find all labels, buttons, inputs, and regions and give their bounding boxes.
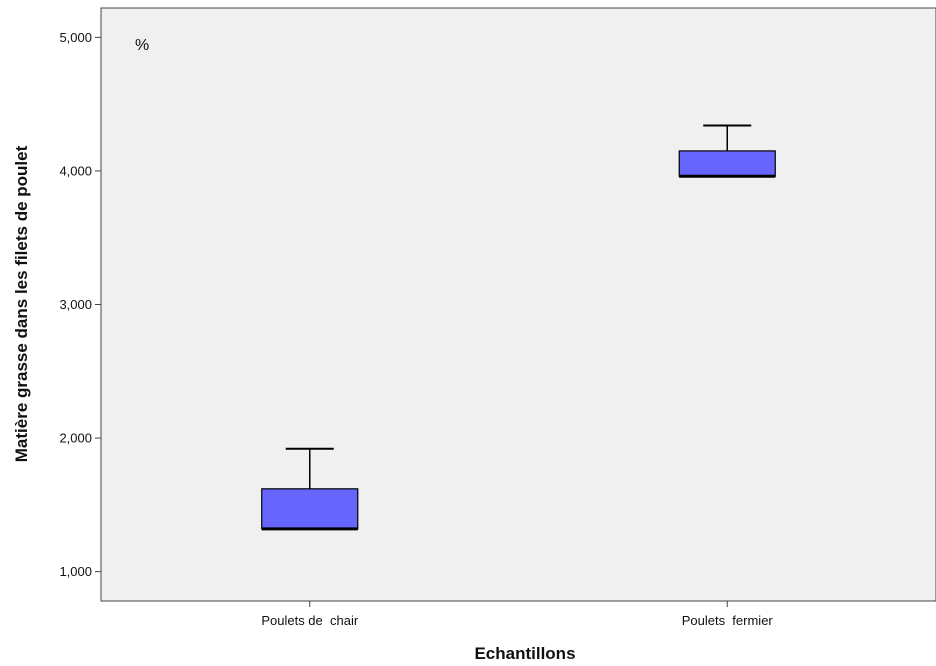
x-tick-label: Poulets de chair: [261, 613, 359, 628]
box-group: [678, 124, 776, 178]
box-iqr: [678, 150, 776, 177]
y-tick-label: 2,000: [59, 431, 92, 446]
box-group: [261, 447, 359, 531]
unit-annotation: %: [135, 37, 149, 54]
y-tick-label: 5,000: [59, 30, 92, 45]
y-tick-label: 1,000: [59, 564, 92, 579]
x-tick-label: Poulets fermier: [682, 613, 774, 628]
y-tick-label: 4,000: [59, 163, 92, 178]
x-axis-title: Echantillons: [474, 644, 575, 663]
plot-area: [100, 7, 936, 602]
box-iqr: [261, 488, 359, 530]
y-axis-title: Matière grasse dans les filets de poulet: [12, 145, 31, 462]
y-tick-label: 3,000: [59, 297, 92, 312]
y-axis-ticks: 1,000 2,000 3,000 4,000 5,000: [59, 30, 101, 579]
x-axis-ticks: Poulets de chair Poulets fermier: [261, 601, 773, 628]
box-series: [261, 124, 776, 531]
